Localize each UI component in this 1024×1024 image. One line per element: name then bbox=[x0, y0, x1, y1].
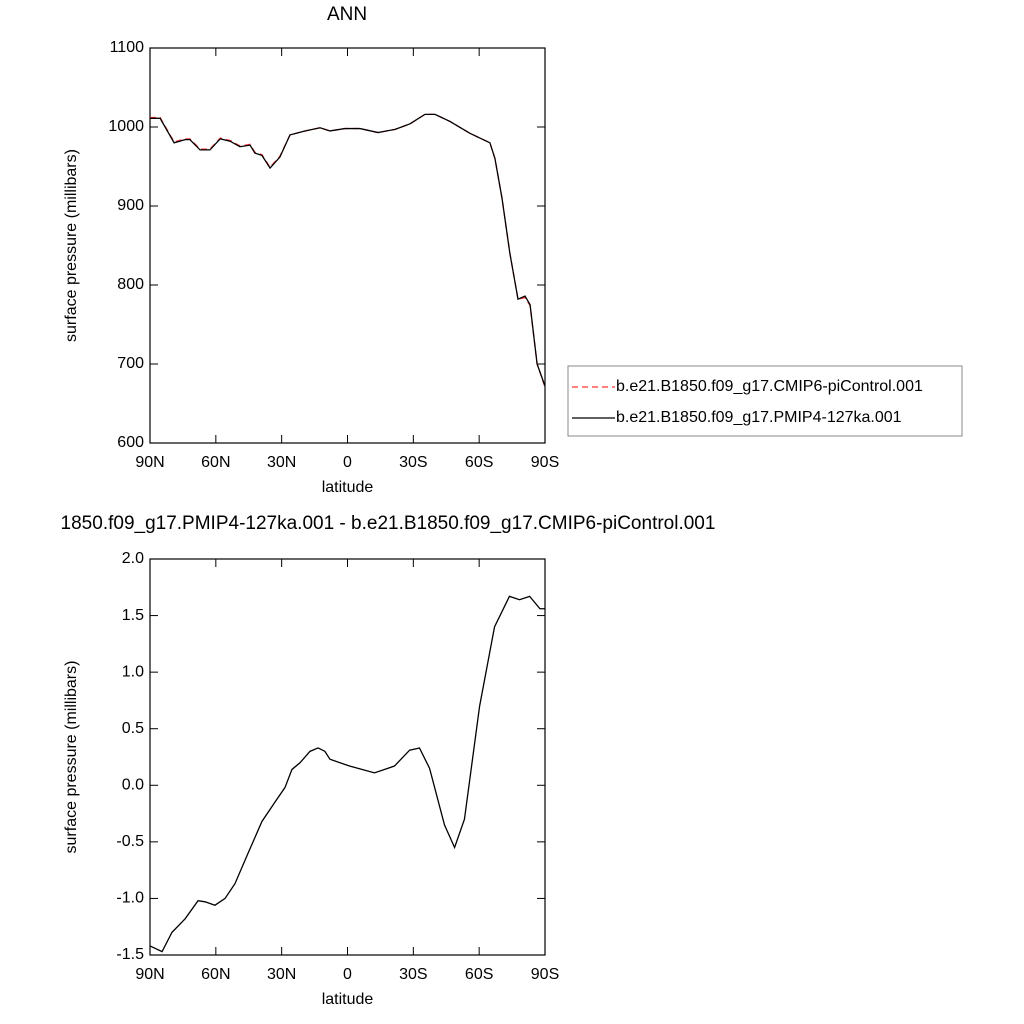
legend-label: b.e21.B1850.f09_g17.CMIP6-piControl.001 bbox=[616, 378, 923, 395]
chart-title: 1850.f09_g17.PMIP4-127ka.001 - b.e21.B18… bbox=[61, 513, 716, 534]
y-tick-label: 1.0 bbox=[122, 663, 144, 680]
y-tick-label: 1000 bbox=[108, 118, 144, 135]
y-tick-label: 700 bbox=[117, 355, 144, 372]
x-tick-label: 30N bbox=[267, 454, 296, 471]
x-tick-label: 60N bbox=[201, 966, 230, 983]
y-tick-label: 900 bbox=[117, 197, 144, 214]
x-tick-label: 90N bbox=[135, 454, 164, 471]
x-tick-label: 90N bbox=[135, 966, 164, 983]
x-tick-label: 60S bbox=[465, 454, 493, 471]
data-line bbox=[149, 595, 545, 953]
x-tick-label: 30S bbox=[399, 454, 427, 471]
y-tick-label: 800 bbox=[117, 276, 144, 293]
x-tick-label: 90S bbox=[531, 454, 559, 471]
x-tick-label: 0 bbox=[343, 966, 352, 983]
x-axis-label: latitude bbox=[322, 479, 374, 496]
x-tick-label: 30N bbox=[267, 966, 296, 983]
y-tick-label: 600 bbox=[117, 434, 144, 451]
y-tick-label: 0.5 bbox=[122, 720, 144, 737]
data-line bbox=[150, 113, 546, 388]
y-tick-label: -1.0 bbox=[116, 890, 144, 907]
plot-frame bbox=[149, 47, 546, 444]
y-tick-label: 1100 bbox=[110, 39, 145, 56]
legend-box bbox=[567, 365, 963, 437]
x-tick-label: 90S bbox=[531, 966, 559, 983]
data-line bbox=[150, 113, 546, 387]
x-tick-label: 60S bbox=[465, 966, 493, 983]
chart-title: ANN bbox=[327, 4, 367, 25]
y-tick-label: 0.0 bbox=[122, 777, 144, 794]
x-tick-label: 0 bbox=[343, 454, 352, 471]
y-tick-label: 2.0 bbox=[122, 550, 144, 567]
y-tick-label: 1.5 bbox=[122, 607, 144, 624]
y-axis-label: surface pressure (millibars) bbox=[63, 661, 80, 854]
y-tick-label: -0.5 bbox=[116, 833, 144, 850]
x-tick-label: 30S bbox=[399, 966, 427, 983]
x-tick-label: 60N bbox=[201, 454, 230, 471]
plot-frame bbox=[149, 558, 546, 956]
x-axis-label: latitude bbox=[322, 991, 374, 1008]
y-tick-label: -1.5 bbox=[116, 946, 144, 963]
legend-label: b.e21.B1850.f09_g17.PMIP4-127ka.001 bbox=[616, 409, 902, 426]
y-axis-label: surface pressure (millibars) bbox=[63, 149, 80, 342]
